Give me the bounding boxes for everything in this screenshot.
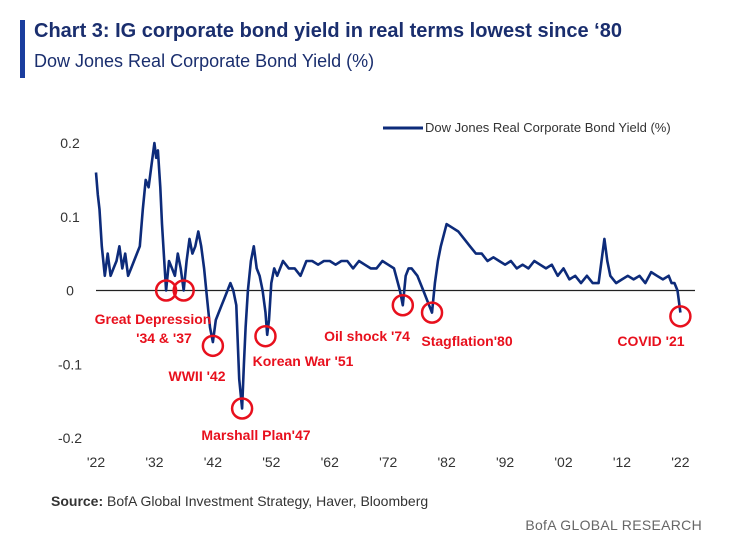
annotation-circle [230, 397, 254, 420]
x-tick-label: '72 [379, 454, 397, 470]
x-tick-label: '12 [613, 454, 631, 470]
series-line [94, 141, 682, 410]
annotation-label: '34 & '37 [136, 330, 192, 346]
x-tick-label: '02 [554, 454, 572, 470]
x-tick-label: '82 [438, 454, 456, 470]
source-label: Source: [51, 493, 104, 509]
y-axis-ticks: 0.2 0.1 0 -0.1 -0.2 [58, 135, 82, 446]
chart-title: Chart 3: IG corporate bond yield in real… [34, 20, 622, 42]
y-tick-label: 0 [66, 283, 74, 299]
annotation-circle [172, 279, 195, 302]
annotation-circle [154, 279, 178, 302]
legend: Dow Jones Real Corporate Bond Yield (%) [383, 120, 671, 135]
annotation-label: Great Depression [95, 311, 212, 327]
annotation-label: Marshall Plan'47 [201, 427, 310, 443]
annotation-label: Oil shock '74 [324, 328, 410, 344]
annotation-label: Stagflation'80 [421, 333, 512, 349]
annotation-circle [669, 305, 692, 328]
annotation-circle [420, 301, 444, 324]
annotations: Great Depression '34 & '37 WWII '42 Marshal… [95, 279, 692, 443]
y-tick-label: -0.2 [58, 430, 82, 446]
annotation-label: Korean War '51 [253, 353, 354, 369]
x-tick-label: '62 [321, 454, 339, 470]
source-text: BofA Global Investment Strategy, Haver, … [107, 493, 429, 509]
y-tick-label: 0.1 [60, 209, 80, 225]
source-note: Source: BofA Global Investment Strategy,… [51, 493, 428, 509]
x-tick-label: '42 [204, 454, 222, 470]
brand-label: BofA GLOBAL RESEARCH [525, 517, 702, 533]
y-tick-label: -0.1 [58, 356, 82, 372]
annotation-circle [201, 334, 225, 358]
x-tick-label: '52 [262, 454, 280, 470]
annotation-label: COVID '21 [617, 333, 684, 349]
y-tick-label: 0.2 [60, 135, 80, 151]
x-axis-ticks: '22 '32 '42 '52 '62 '72 '82 '92 '02 '12 '22 [87, 454, 690, 470]
x-tick-label: '92 [496, 454, 514, 470]
legend-label: Dow Jones Real Corporate Bond Yield (%) [425, 120, 671, 135]
annotation-circle [254, 324, 277, 348]
x-tick-label: '22 [671, 454, 689, 470]
annotation-circle [391, 294, 415, 317]
x-tick-label: '22 [87, 454, 105, 470]
annotation-label: WWII '42 [169, 368, 226, 384]
x-tick-label: '32 [145, 454, 163, 470]
title-accent-bar [20, 20, 25, 78]
chart-subtitle: Dow Jones Real Corporate Bond Yield (%) [34, 51, 375, 71]
